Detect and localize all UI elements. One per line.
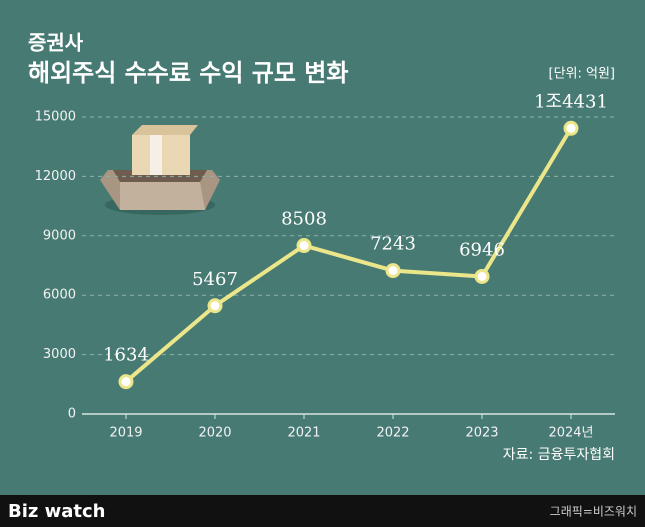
y-tick-label: 3000 xyxy=(43,347,76,362)
x-tick-label: 2022 xyxy=(376,426,409,441)
point xyxy=(474,268,490,284)
value-label: 5467 xyxy=(192,269,238,290)
chart-title: 해외주식 수수료 수익 규모 변화 xyxy=(28,59,348,87)
box-icon xyxy=(100,125,220,215)
chart-supertitle: 증권사 xyxy=(28,31,84,55)
y-tick-label: 0 xyxy=(68,407,76,422)
y-tick-label: 12000 xyxy=(35,169,76,184)
y-tick-label: 15000 xyxy=(35,110,76,125)
point xyxy=(118,374,134,390)
line xyxy=(124,127,573,384)
value-label: 1조4431 xyxy=(534,91,608,112)
x-tick-label: 2020 xyxy=(198,426,231,441)
point xyxy=(207,298,223,314)
brand-logo: Biz watch xyxy=(8,501,106,522)
y-tick-label: 6000 xyxy=(43,288,76,303)
footer-bar xyxy=(0,495,645,527)
unit-label: [단위: 억원] xyxy=(549,67,616,82)
source: 자료: 금융투자협회 xyxy=(503,447,615,463)
x-tick-label: 2023 xyxy=(465,426,498,441)
point xyxy=(296,238,312,254)
value-label: 8508 xyxy=(281,209,327,230)
credit: 그래픽=비즈워치 xyxy=(550,505,637,519)
x-tick-label: 2021 xyxy=(287,426,320,441)
x-tick-label: 2019 xyxy=(109,426,142,441)
y-tick-label: 9000 xyxy=(43,228,76,243)
x-tick-label: 2024년 xyxy=(548,426,593,441)
value-label: 7243 xyxy=(370,234,416,255)
value-label: 6946 xyxy=(459,239,505,260)
point xyxy=(563,120,579,136)
value-label: 1634 xyxy=(103,345,149,366)
point xyxy=(385,263,401,279)
